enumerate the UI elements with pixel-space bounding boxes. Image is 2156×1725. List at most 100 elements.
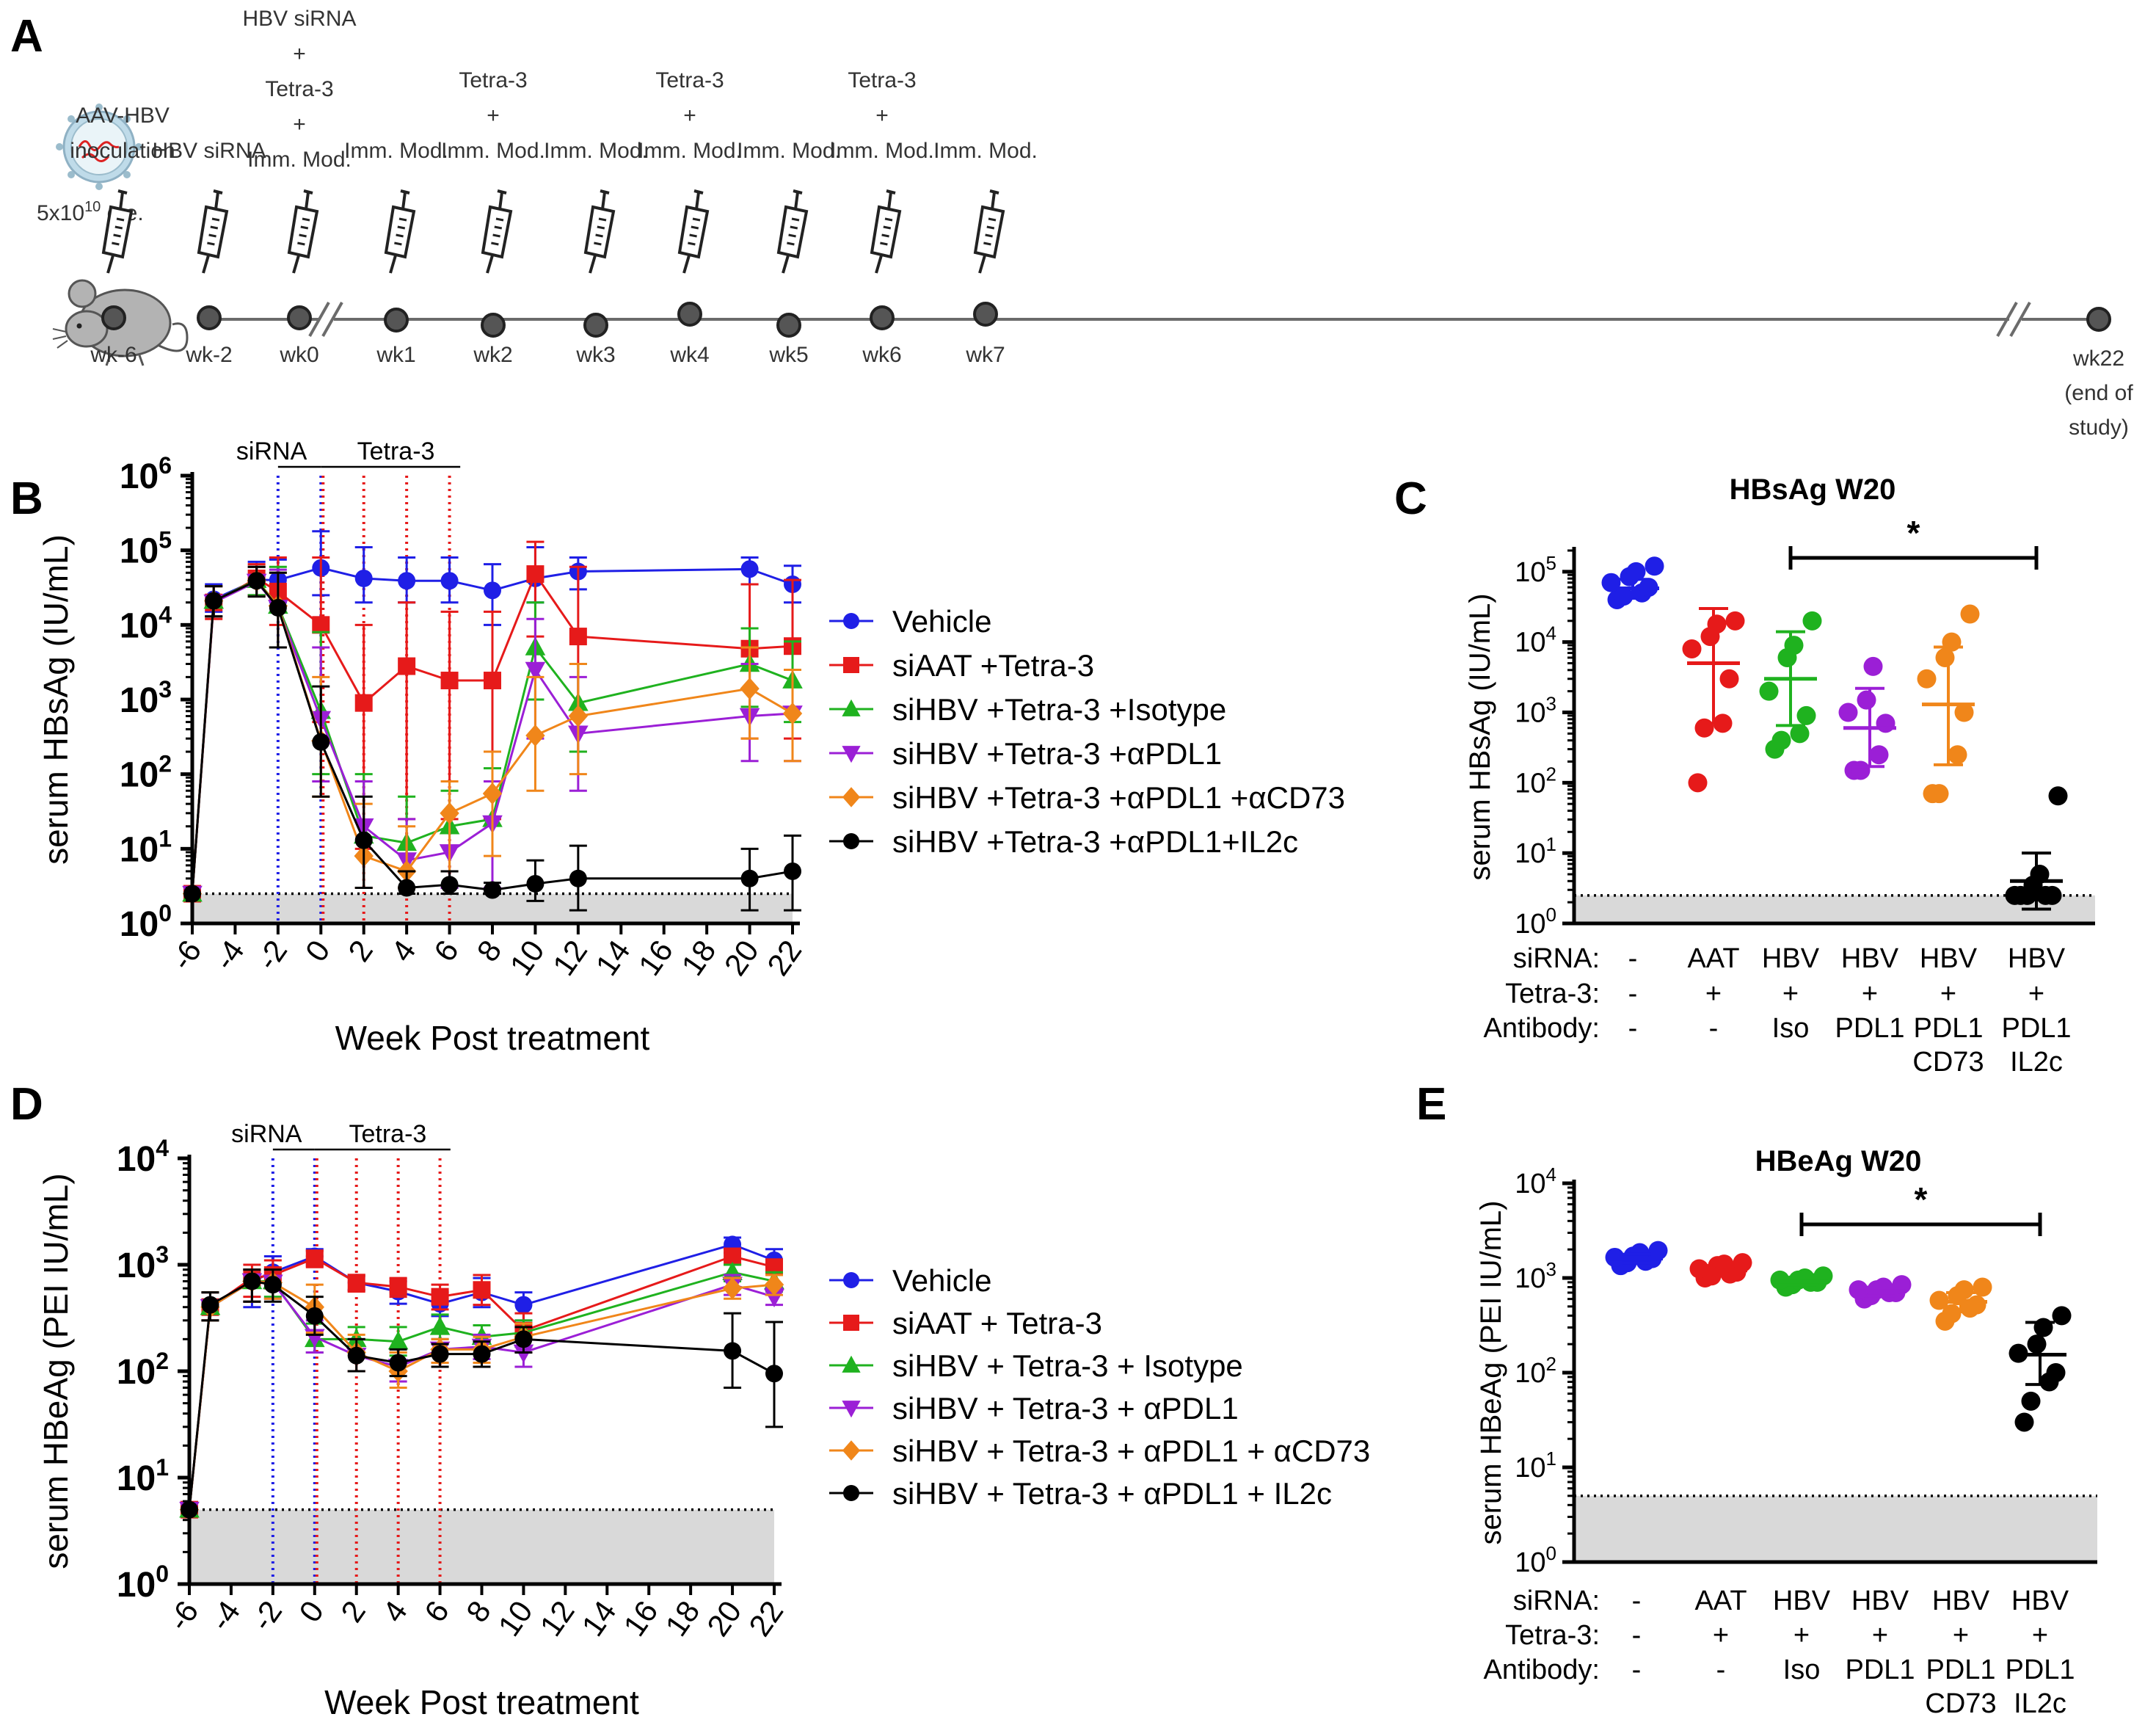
data-point — [526, 565, 545, 584]
lloq-band — [189, 1509, 774, 1584]
syringe-tick — [210, 225, 219, 230]
y-tick-label: 101 — [1515, 833, 1556, 869]
syringe-tick — [691, 225, 699, 230]
syringe-rod — [401, 192, 407, 210]
y-tick-label: 104 — [1515, 1163, 1556, 1199]
timeline-week-label: wk0 — [279, 343, 318, 367]
syringe-needle — [782, 255, 790, 274]
syringe-plunger — [213, 189, 223, 195]
data-point — [722, 1277, 743, 1300]
series-5 — [181, 1268, 783, 1519]
data-point — [201, 1296, 219, 1314]
y-axis-label: serum HBeAg (PEI IU/mL) — [37, 1173, 75, 1569]
sirna-condition: HBV — [1932, 1586, 1990, 1616]
syringe-needle — [292, 255, 300, 274]
y-tick-base: 10 — [117, 1246, 156, 1285]
tetra-condition: + — [1705, 978, 1722, 1009]
y-tick-base: 10 — [1515, 628, 1545, 658]
syringe-tick — [595, 233, 603, 238]
condition-row-label: siRNA: — [1513, 1586, 1600, 1616]
y-tick-label: 104 — [1515, 622, 1556, 658]
event-label-line: + — [487, 104, 500, 128]
data-point — [1796, 705, 1816, 725]
panel-letter-a: A — [10, 11, 43, 62]
y-tick-exponent: 1 — [1546, 1448, 1556, 1470]
timeline-week-label: wk-6 — [90, 343, 136, 367]
syringe-icon — [973, 189, 1005, 274]
data-point — [2046, 1363, 2066, 1382]
legend-marker — [842, 746, 861, 763]
data-point — [312, 733, 330, 751]
syringe-tick — [787, 242, 795, 246]
condition-row-label: siRNA: — [1513, 943, 1600, 974]
syringe-barrel — [973, 205, 1005, 259]
data-point — [347, 1346, 365, 1365]
tetra-condition: + — [2032, 1620, 2048, 1651]
syringe-rod — [214, 192, 219, 210]
data-point — [513, 1344, 534, 1363]
syringe-plunger — [497, 189, 507, 195]
panel-a: A 5x1010 g.e. — [10, 7, 2133, 440]
event-label-line: + — [875, 104, 889, 128]
timeline-node — [677, 302, 702, 327]
data-point — [482, 782, 503, 805]
group-5 — [2008, 1306, 2072, 1432]
y-tick-exponent: 3 — [1546, 693, 1556, 715]
end-week-label: wk22 — [2072, 346, 2124, 371]
y-tick-base: 10 — [1515, 1358, 1545, 1389]
syringe-tick — [594, 242, 602, 246]
syringe-tick — [207, 242, 215, 246]
syringe-barrel — [287, 205, 319, 259]
syringe-barrel — [677, 205, 710, 259]
data-point — [1645, 556, 1664, 576]
chart-title: HBsAg W20 — [1730, 473, 1896, 506]
y-tick-exponent: 0 — [1546, 1542, 1556, 1564]
sirna-condition: AAT — [1694, 1586, 1747, 1616]
y-tick-label: 102 — [120, 751, 172, 795]
data-point — [431, 1288, 449, 1306]
legend-label: Vehicle — [892, 1263, 991, 1298]
syringe-rod — [119, 192, 124, 210]
y-tick-base: 10 — [120, 606, 159, 645]
data-point — [398, 657, 416, 675]
data-point — [569, 628, 587, 646]
group-2 — [1759, 611, 1822, 759]
timeline-node — [481, 313, 506, 338]
syringe-barrel — [384, 205, 416, 259]
antibody-condition: - — [1709, 1013, 1719, 1044]
data-point — [354, 694, 373, 712]
data-point — [440, 802, 459, 824]
group-3 — [1849, 1275, 1912, 1309]
syringe-tick — [791, 217, 800, 222]
legend-label: siHBV + Tetra-3 + αPDL1 + IL2c — [892, 1476, 1332, 1511]
tetra-condition: + — [1940, 978, 1956, 1009]
data-point — [765, 1365, 783, 1383]
syringe-plunger — [886, 189, 896, 195]
syringe-tick — [491, 242, 499, 246]
syringe-needle — [682, 255, 691, 274]
syringe-needle — [978, 255, 986, 274]
data-point — [764, 1274, 784, 1296]
syringe-tick — [211, 217, 220, 222]
data-point — [1707, 614, 1727, 634]
antibody-condition: PDL1 — [1835, 1013, 1904, 1044]
y-tick-label: 100 — [1515, 904, 1556, 940]
timeline-week-label: wk2 — [473, 343, 512, 367]
data-point — [1838, 702, 1858, 722]
data-point — [1869, 745, 1889, 765]
legend-label: siAAT + Tetra-3 — [892, 1306, 1102, 1340]
event-label-line: Imm. Mod. — [441, 139, 545, 163]
data-point — [305, 1249, 324, 1268]
event-label-line: Imm. Mod. — [344, 139, 448, 163]
data-point — [431, 1345, 449, 1363]
antibody-condition: CD73 — [1912, 1047, 1984, 1078]
significance-star: * — [1907, 514, 1920, 552]
sirna-condition: - — [1628, 943, 1638, 974]
tetra-annotation: Tetra-3 — [349, 1120, 426, 1148]
mouse-icon — [52, 279, 189, 366]
event-label-line: Tetra-3 — [459, 68, 527, 92]
syringe-tick — [114, 225, 123, 230]
data-point — [484, 881, 501, 899]
syringe-rod — [991, 192, 996, 210]
